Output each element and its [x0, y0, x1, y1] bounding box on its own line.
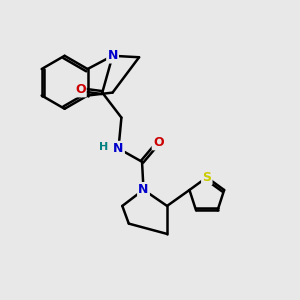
Text: N: N — [138, 183, 149, 196]
Text: H: H — [99, 142, 108, 152]
Text: N: N — [113, 142, 124, 155]
Text: O: O — [75, 83, 86, 96]
Text: O: O — [153, 136, 164, 149]
Text: S: S — [202, 171, 211, 184]
Text: N: N — [107, 49, 118, 62]
